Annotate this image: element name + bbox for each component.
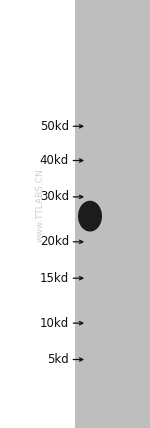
Text: 40kd: 40kd (40, 154, 69, 167)
Ellipse shape (78, 201, 102, 232)
Text: 50kd: 50kd (40, 120, 69, 133)
Bar (75, 0, 150, 428)
Text: 5kd: 5kd (47, 353, 69, 366)
Text: 15kd: 15kd (40, 272, 69, 285)
Bar (0, 0, 75, 428)
Text: 10kd: 10kd (40, 317, 69, 330)
Text: 20kd: 20kd (40, 235, 69, 248)
Text: www.TTLABS.CN: www.TTLABS.CN (36, 169, 45, 242)
Text: 30kd: 30kd (40, 190, 69, 203)
